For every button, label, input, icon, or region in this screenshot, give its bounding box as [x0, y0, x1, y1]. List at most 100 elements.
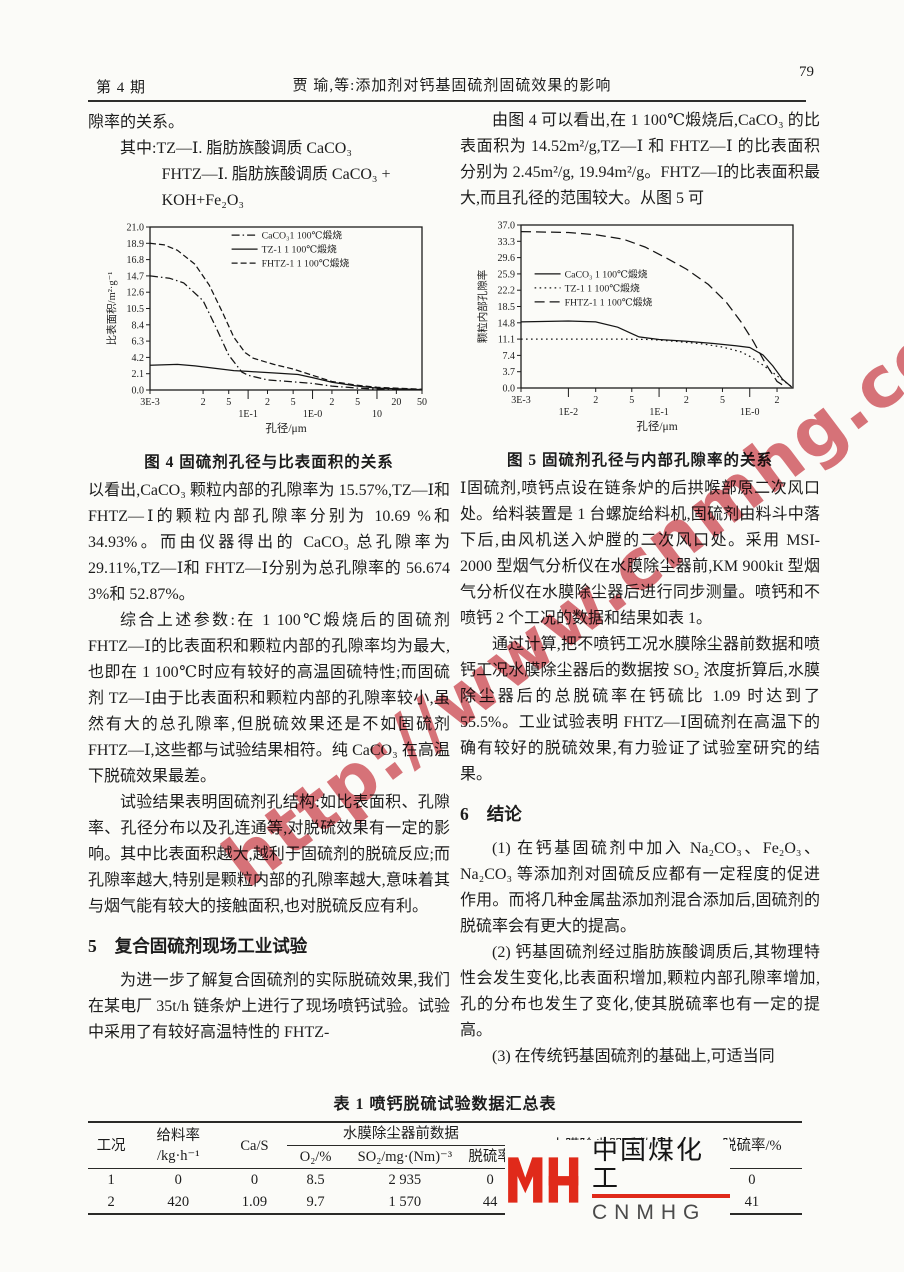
svg-text:1E-1: 1E-1 — [238, 409, 257, 420]
table-cell: 0 — [748, 1172, 756, 1188]
svg-text:16.8: 16.8 — [127, 255, 145, 266]
svg-text:TZ-1 1 100℃煅烧: TZ-1 1 100℃煅烧 — [262, 243, 337, 256]
svg-text:7.4: 7.4 — [503, 351, 516, 362]
section-5-heading: 5 复合固硫剂现场工业试验 — [88, 933, 450, 959]
svg-text:2: 2 — [684, 395, 689, 406]
svg-text:CaCO₃ 1 100℃煅烧: CaCO₃ 1 100℃煅烧 — [565, 267, 648, 280]
table-cell: 44 — [482, 1194, 498, 1210]
paragraph-summary: 综合上述参数:在 1 100℃煅烧后的固硫剂 FHTZ—Ⅰ的比表面积和颗粒内部的… — [88, 612, 450, 785]
conclusion-1: (1) 在钙基固硫剂中加入 Na₂CO₃、Fe₂O₃、Na₂CO₃ 等添加剂对固… — [460, 840, 820, 935]
svg-text:比表面积/m²·g⁻¹: 比表面积/m²·g⁻¹ — [105, 272, 118, 346]
svg-text:2: 2 — [775, 395, 780, 406]
table-cell: 9.7 — [306, 1194, 325, 1210]
logo-company-name: 中国煤化工 — [592, 1135, 705, 1193]
table-cell: 8.5 — [306, 1172, 325, 1188]
right-column: 由图 4 可以看出,在 1 100℃煅烧后,CaCO₃ 的比表面积为 14.52… — [460, 108, 820, 1070]
cnmhg-logo-text: 中国煤化工 CNMHG — [592, 1135, 730, 1224]
svg-text:2: 2 — [201, 397, 206, 408]
text-line: KOH+Fe₂O₃ — [161, 192, 244, 209]
svg-text:2.1: 2.1 — [132, 369, 145, 380]
col-header-feed-rate: 给料率 /kg·h⁻¹ — [156, 1127, 200, 1164]
svg-text:22.2: 22.2 — [498, 286, 516, 297]
conclusion-3: (3) 在传统钙基固硫剂的基础上,可适当同 — [492, 1048, 775, 1065]
table-cell: 420 — [167, 1194, 190, 1210]
col-header-desulf: 脱硫率 — [468, 1149, 512, 1165]
figure-4: 0.0 2.1 4.2 6.3 8.4 10.5 12.6 14.7 16.8 18.9 21.0 3… — [88, 218, 450, 476]
table-cell: 2 935 — [388, 1172, 422, 1188]
col-header-ca-s: Ca/S — [240, 1137, 269, 1154]
svg-text:TZ-1 1 100℃煅烧: TZ-1 1 100℃煅烧 — [565, 281, 640, 294]
paragraph-fig4-discussion: 由图 4 可以看出,在 1 100℃煅烧后,CaCO₃ 的比表面积为 14.52… — [460, 112, 820, 207]
table-row: 1 0 0 8.5 2 935 0 0 — [88, 1169, 802, 1192]
table-cell: 1 — [107, 1172, 115, 1188]
running-title: 贾 瑜,等:添加剂对钙基固硫剂固硫效果的影响 — [292, 78, 612, 94]
svg-text:20: 20 — [391, 397, 401, 408]
svg-text:21.0: 21.0 — [127, 223, 145, 234]
svg-text:5: 5 — [291, 397, 296, 408]
table-header-row-2: O₂/% SO₂/mg·(Nm)⁻³ 脱硫率 — [88, 1146, 802, 1169]
svg-text:1E-0: 1E-0 — [303, 409, 322, 420]
svg-text:11.1: 11.1 — [498, 335, 515, 346]
table-body: 1 0 0 8.5 2 935 0 0 2 420 1.09 9.7 1 570 44 41 — [88, 1169, 802, 1215]
svg-text:14.8: 14.8 — [498, 318, 516, 329]
header-rule — [88, 100, 806, 102]
table-cell: 41 — [744, 1194, 760, 1210]
svg-text:0.0: 0.0 — [132, 386, 145, 397]
svg-text:18.5: 18.5 — [498, 302, 516, 313]
svg-text:1E-0: 1E-0 — [740, 407, 759, 418]
conclusion-2: (2) 钙基固硫剂经过脂肪族酸调质后,其物理特性会发生变化,比表面积增加,颗粒内… — [460, 944, 820, 1039]
svg-text:5: 5 — [629, 395, 634, 406]
figure-5-chart: 0.0 3.7 7.4 11.1 14.8 18.5 22.2 25.9 29.6 33.3 37.… — [460, 216, 820, 447]
svg-text:5: 5 — [720, 395, 725, 406]
figure-5-caption: 图 5 固硫剂孔径与内部孔隙率的关系 — [506, 452, 773, 469]
table-cell: 1.09 — [241, 1194, 268, 1210]
text-line: FHTZ—Ⅰ. 脂肪族酸调质 CaCO₃ + — [161, 166, 391, 183]
table-cell: 0 — [486, 1172, 494, 1188]
svg-text:10: 10 — [372, 409, 382, 420]
col-header-condition: 工况 — [96, 1137, 126, 1154]
cnmhg-logo-overlay: 中国煤化工 CNMHG — [505, 1136, 730, 1223]
left-column: 隙率的关系。 其中:TZ—Ⅰ. 脂肪族酸调质 CaCO₃ FHTZ—Ⅰ. 脂肪族… — [88, 110, 450, 1046]
table-cell: 0 — [250, 1172, 259, 1188]
svg-text:孔径/μm: 孔径/μm — [265, 422, 306, 435]
svg-text:2: 2 — [265, 397, 270, 408]
section-5-number: 5 — [88, 936, 97, 956]
svg-text:12.6: 12.6 — [127, 288, 145, 299]
svg-text:0.0: 0.0 — [503, 384, 516, 395]
paragraph-structure: 试验结果表明固硫剂孔结构:如比表面积、孔隙率、孔径分布以及孔连通等,对脱硫效果有… — [88, 794, 450, 915]
page-number: 79 — [799, 64, 814, 80]
section-6-number: 6 — [460, 804, 469, 824]
table-1-title: 表 1 喷钙脱硫试验数据汇总表 — [333, 1096, 557, 1113]
svg-text:颗粒内部孔隙率: 颗粒内部孔隙率 — [476, 270, 489, 344]
issue-label: 第 4 期 — [96, 80, 147, 96]
svg-text:8.4: 8.4 — [132, 320, 145, 331]
svg-text:3E-3: 3E-3 — [511, 395, 530, 406]
table-cell: 0 — [174, 1172, 182, 1188]
svg-text:14.7: 14.7 — [127, 271, 145, 282]
svg-text:1E-1: 1E-1 — [649, 407, 668, 418]
svg-text:6.3: 6.3 — [132, 337, 145, 348]
col-header-before-group: 水膜除尘器前数据 — [286, 1122, 516, 1146]
svg-text:孔径/μm: 孔径/μm — [636, 420, 677, 433]
paragraph-injection: Ⅰ固硫剂,喷钙点设在链条炉的后拱喉部原二次风口处。给料装置是 1 台螺旋给料机,… — [460, 480, 820, 627]
section-6-heading: 6 结论 — [460, 801, 820, 827]
text-line: 其中:TZ—Ⅰ. 脂肪族酸调质 CaCO₃ — [120, 140, 352, 157]
table-cell: 1 570 — [388, 1194, 422, 1210]
svg-text:50: 50 — [417, 397, 427, 408]
table-row: 2 420 1.09 9.7 1 570 44 41 — [88, 1191, 802, 1214]
text-line: 隙率的关系。 — [88, 114, 185, 131]
figure-4-caption: 图 4 固硫剂孔径与比表面积的关系 — [144, 454, 394, 471]
col-header-o2: O₂/% — [299, 1149, 332, 1165]
figure-4-chart: 0.0 2.1 4.2 6.3 8.4 10.5 12.6 14.7 16.8 18.9 21.0 3… — [88, 218, 450, 449]
table-cell: 2 — [107, 1194, 115, 1210]
svg-text:CaCO₃1 100℃煅烧: CaCO₃1 100℃煅烧 — [262, 229, 343, 242]
paragraph-calculation: 通过计算,把不喷钙工况水膜除尘器前数据和喷钙工况水膜除尘器后的数据按 SO₂ 浓… — [460, 636, 820, 783]
col-header-so2: SO₂/mg·(Nm)⁻³ — [357, 1149, 453, 1165]
svg-text:5: 5 — [355, 397, 360, 408]
svg-text:10.5: 10.5 — [127, 304, 145, 315]
section-5-title: 复合固硫剂现场工业试验 — [114, 936, 308, 956]
svg-text:1E-2: 1E-2 — [559, 407, 578, 418]
svg-text:29.6: 29.6 — [498, 253, 516, 264]
svg-text:2: 2 — [593, 395, 598, 406]
